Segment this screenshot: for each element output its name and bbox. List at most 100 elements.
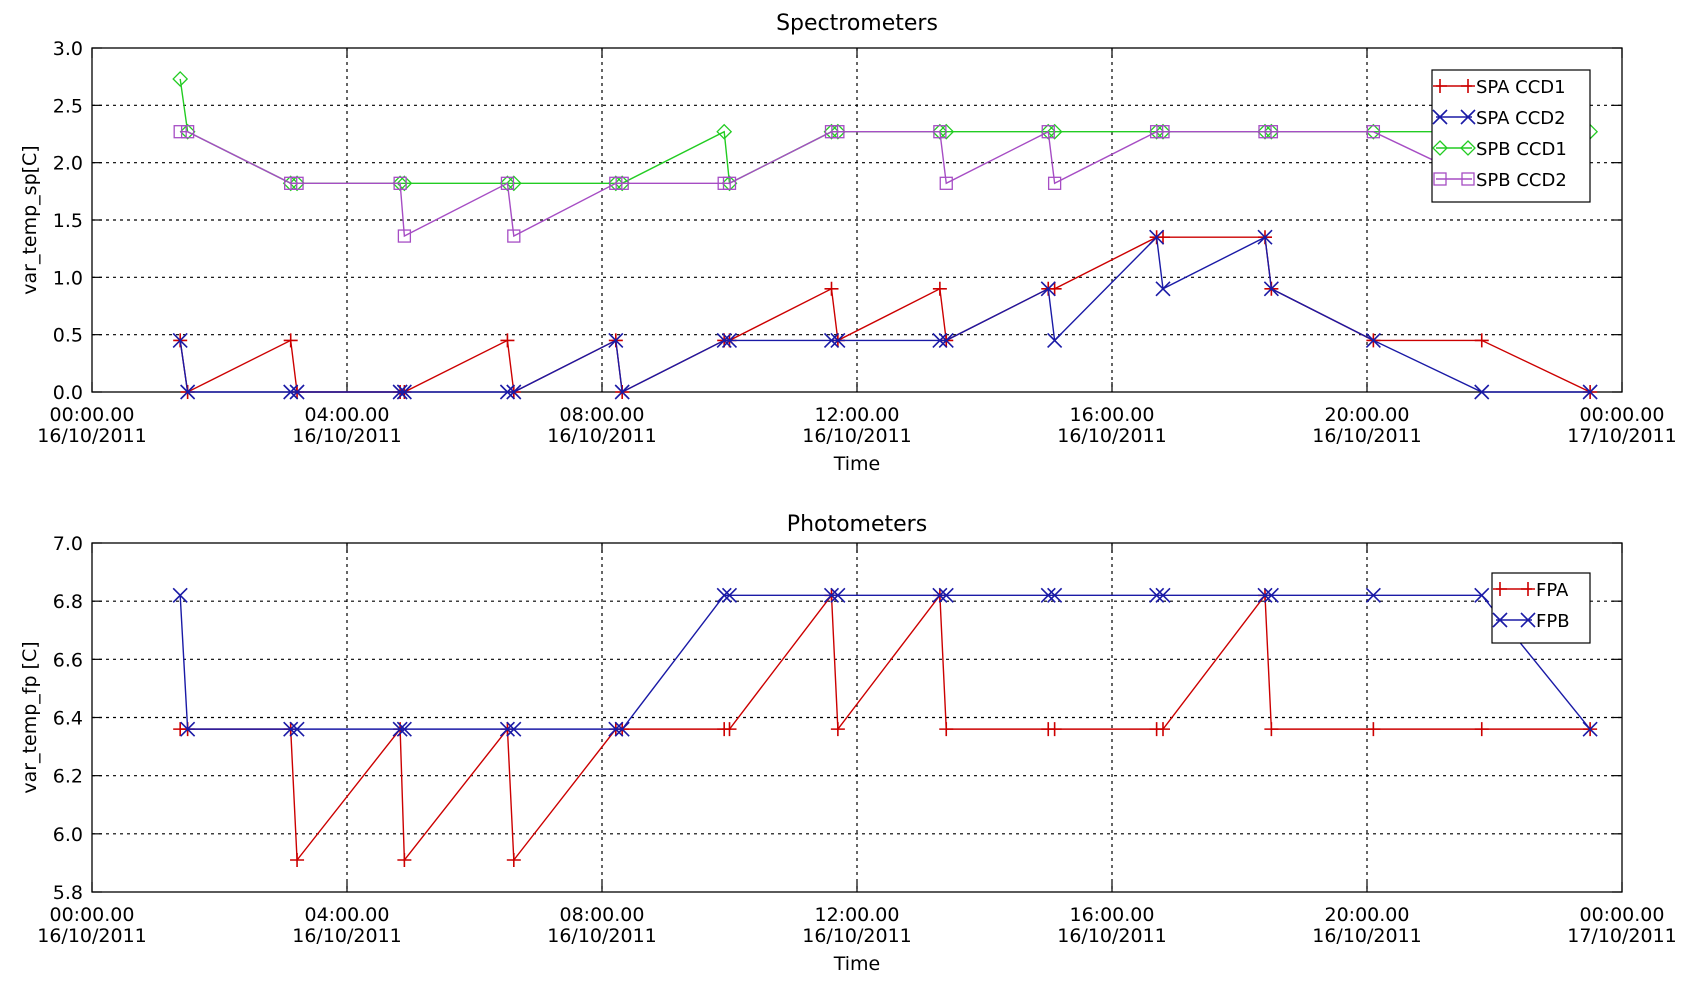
y-tick-label: 0.5	[53, 325, 83, 347]
y-tick-label: 6.2	[53, 766, 83, 788]
data-point	[614, 175, 631, 192]
data-point	[933, 125, 947, 139]
data-point	[1041, 125, 1055, 139]
y-tick-label: 1.0	[53, 267, 83, 289]
data-point	[716, 587, 732, 603]
data-point	[1257, 587, 1273, 603]
data-point	[1582, 384, 1598, 400]
data-point	[1047, 281, 1062, 296]
data-point	[931, 123, 948, 140]
legend-marker	[1492, 612, 1508, 628]
data-point	[1474, 722, 1489, 737]
data-point	[607, 175, 624, 192]
x-tick-label-date: 16/10/2011	[1057, 925, 1167, 947]
x-tick-label-time: 16:00.00	[1070, 904, 1155, 926]
legend-box	[1491, 572, 1591, 644]
data-point	[506, 721, 522, 737]
legend-label: SPB CCD2	[1476, 170, 1567, 191]
data-point	[614, 384, 630, 400]
data-point	[1047, 176, 1062, 190]
data-point	[289, 721, 305, 737]
data-point	[716, 332, 732, 348]
data-point	[1148, 123, 1165, 140]
data-point	[1263, 281, 1279, 297]
legend: SPA CCD1 SPA CCD2 SPB CCD1 SPB CCD2	[1431, 69, 1591, 203]
x-tick-label-time: 16:00.00	[1070, 404, 1155, 426]
legend-marker	[1433, 79, 1447, 93]
series-line	[180, 130, 1483, 238]
x-tick-label-date: 16/10/2011	[292, 925, 402, 947]
data-point	[396, 175, 413, 192]
data-point	[500, 333, 515, 348]
x-tick-label-time: 12:00.00	[815, 404, 900, 426]
x-tick-label-date: 16/10/2011	[547, 425, 657, 447]
data-point	[1046, 123, 1063, 140]
y-tick-label: 5.8	[53, 882, 83, 904]
legend-marker	[1493, 582, 1507, 596]
data-point	[824, 281, 839, 296]
data-point	[830, 587, 846, 603]
data-point	[392, 721, 408, 737]
data-point	[830, 722, 845, 737]
data-point	[397, 229, 412, 243]
y-tick-label: 6.4	[53, 708, 83, 730]
legend-item: SPB CCD1	[1432, 139, 1567, 160]
x-tick-label-date: 16/10/2011	[1057, 425, 1167, 447]
data-point	[721, 332, 738, 348]
data-point	[499, 721, 516, 737]
data-point	[1365, 123, 1382, 140]
data-point	[1365, 587, 1381, 603]
data-point	[1582, 721, 1598, 737]
data-point	[1366, 125, 1381, 139]
legend-label: SPA CCD1	[1476, 77, 1566, 98]
legend-marker	[1460, 140, 1476, 156]
x-tick-label-time: 00:00.00	[50, 404, 135, 426]
legend-item: SPA CCD1	[1433, 77, 1566, 98]
x-tick-label-time: 00:00.00	[50, 904, 135, 926]
x-tick-label-date: 17/10/2011	[1567, 925, 1677, 947]
data-point	[1047, 332, 1063, 348]
data-point	[1264, 722, 1279, 737]
chart-panel-spectrometers: Spectrometers 0.0 0.5 1.0 1.5 2.0 2.5 3.0 00:00.…	[19, 11, 1677, 475]
data-point	[722, 722, 737, 737]
y-axis-label: var_temp_fp [C]	[19, 641, 41, 793]
data-point	[1149, 229, 1165, 245]
data-point	[173, 125, 187, 139]
data-point	[939, 176, 953, 190]
data-point	[722, 176, 737, 190]
data-point	[823, 123, 840, 140]
data-point	[505, 175, 522, 192]
legend-label: FPB	[1536, 611, 1570, 632]
data-point	[716, 123, 733, 140]
data-point	[1155, 123, 1171, 140]
legend-marker	[1461, 79, 1475, 93]
data-point	[830, 332, 846, 348]
data-point	[172, 332, 188, 348]
series-spa-ccd1	[173, 230, 1598, 399]
x-tick-label-date: 16/10/2011	[802, 425, 912, 447]
data-point	[1156, 125, 1170, 139]
legend-marker	[1520, 612, 1536, 628]
data-point	[829, 123, 846, 140]
legend-item: SPA CCD2	[1432, 108, 1566, 129]
y-tick-label: 0.0	[53, 382, 83, 404]
x-tick-label-date: 16/10/2011	[547, 925, 657, 947]
chart-title: Photometers	[787, 512, 927, 537]
data-point	[499, 175, 516, 192]
y-tick-label: 1.5	[53, 210, 83, 232]
data-point	[180, 125, 195, 139]
x-tick-label-time: 20:00.00	[1325, 404, 1410, 426]
data-point	[615, 176, 629, 190]
x-tick-label-date: 16/10/2011	[1312, 925, 1422, 947]
data-point	[938, 123, 955, 140]
grid-lines	[92, 48, 1622, 392]
legend: FPA FPB	[1491, 572, 1591, 644]
data-point	[1474, 587, 1490, 603]
data-point	[179, 123, 196, 140]
data-point	[1155, 281, 1171, 297]
legend-label: SPA CCD2	[1476, 108, 1566, 129]
data-point	[1156, 230, 1170, 245]
x-tick-label-time: 04:00.00	[305, 404, 390, 426]
